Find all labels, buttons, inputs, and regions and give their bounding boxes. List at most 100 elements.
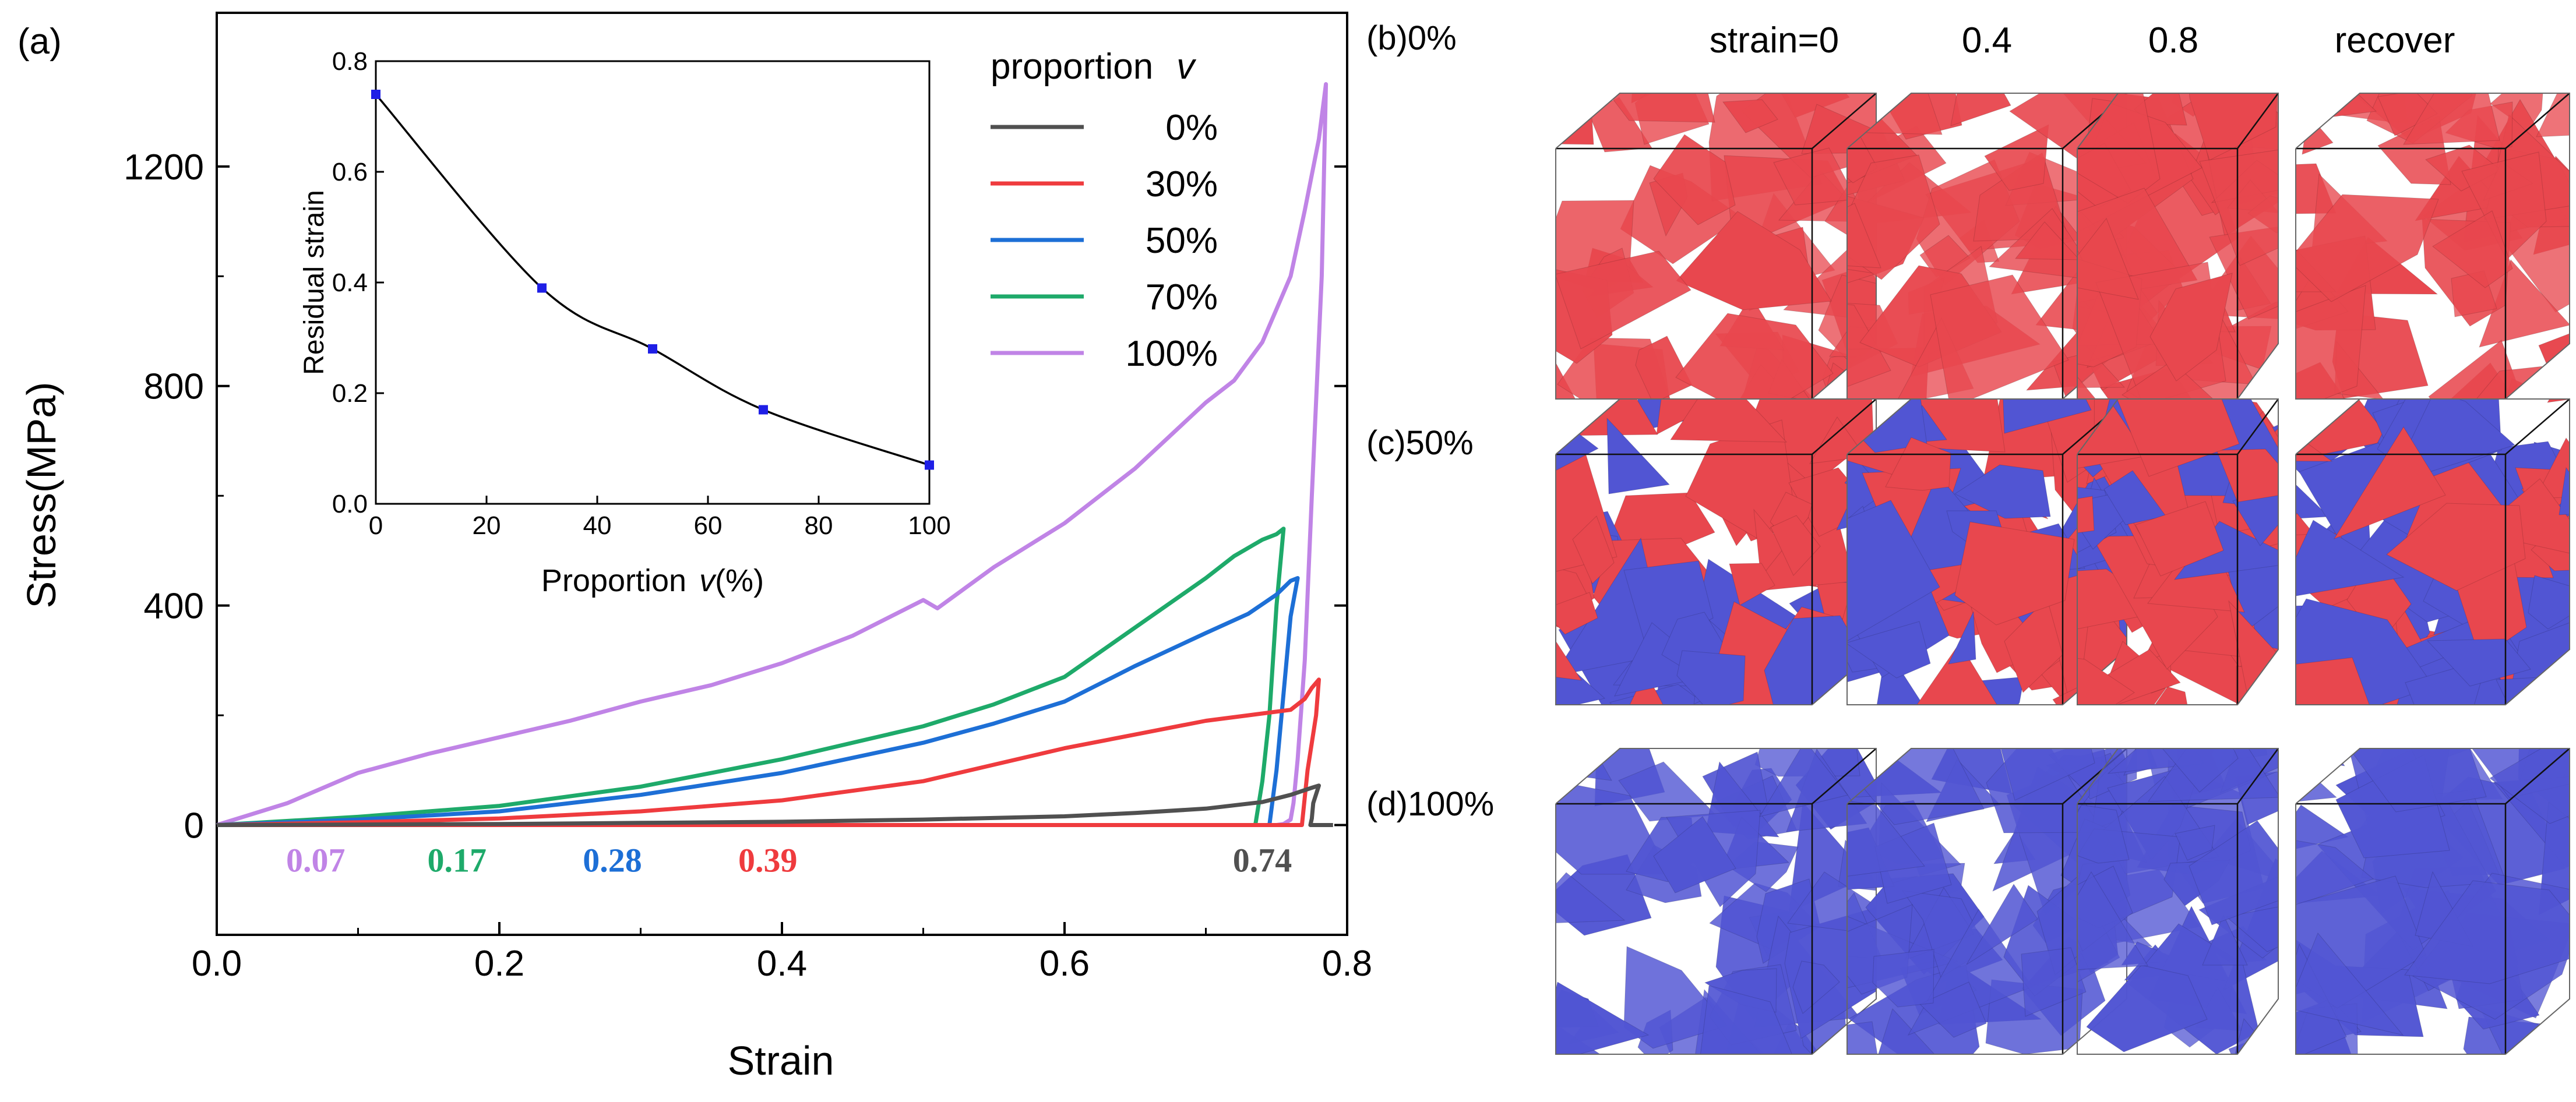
cube-facet xyxy=(1619,670,1672,705)
header-strain-0-4: 0.4 xyxy=(1962,20,2012,61)
cube-facet xyxy=(2538,801,2570,916)
panel-label-a: (a) xyxy=(17,22,62,62)
cube-facet xyxy=(2086,965,2208,1052)
inset-curve xyxy=(375,93,930,467)
cube-facet xyxy=(2077,871,2148,973)
cube-facet xyxy=(1966,884,2038,965)
cube-facet xyxy=(2559,467,2570,515)
inset-y-tick-label: 0.6 xyxy=(332,158,368,186)
cube-facet xyxy=(2403,93,2500,145)
inset-x-axis-label: Proportion v(%) xyxy=(541,563,764,598)
cube-facet xyxy=(1847,299,1891,396)
cube-facet xyxy=(2152,748,2239,793)
cube-facet xyxy=(1847,791,1925,880)
cube-facet xyxy=(1773,147,1857,206)
header-strain-0: strain=0 xyxy=(1710,20,1839,61)
cube-facet xyxy=(2538,324,2570,376)
cube-facet xyxy=(2152,686,2189,705)
cube-facet xyxy=(2103,470,2166,525)
y-tick-label: 1200 xyxy=(124,147,204,188)
cube-facet xyxy=(1556,872,1626,925)
legend-label: 0% xyxy=(1165,108,1218,148)
x-tick-label: 0.4 xyxy=(757,944,807,984)
residual-strain-annotation: 0.74 xyxy=(1233,842,1292,880)
cube-facet xyxy=(2297,748,2346,767)
cube-edge xyxy=(1812,748,1877,804)
cube-facet xyxy=(1573,93,1715,123)
y-tick-labels: 0 400 800 1200 xyxy=(124,147,204,846)
cube-facet xyxy=(2461,151,2547,260)
cube-facet xyxy=(2296,194,2439,302)
cube-edge xyxy=(2505,93,2570,149)
cube-facet xyxy=(2077,218,2139,300)
cube-facet xyxy=(1722,99,1778,133)
cube-facet xyxy=(1670,399,1788,443)
cube-outline xyxy=(2077,748,2279,1055)
y-tick-label: 400 xyxy=(144,587,204,627)
cube-edge xyxy=(2236,748,2279,804)
cube-facet xyxy=(2149,273,2233,382)
inset-chart: 0 20 40 60 80 100 0.0 0.2 0.4 0.6 0.8 Proportion v… xyxy=(299,47,951,598)
cube-outline xyxy=(2295,398,2570,705)
cube-edge xyxy=(1812,93,1877,149)
inset-marker xyxy=(648,344,657,354)
inset-axis-ticks xyxy=(375,60,931,505)
cube-grid xyxy=(1555,93,2570,1055)
cube-facet xyxy=(2377,93,2438,136)
cube-facet xyxy=(1556,621,1583,681)
series-line-50pct xyxy=(216,576,1300,827)
cube-facet xyxy=(1653,816,1736,893)
cube-mix-3 xyxy=(2295,398,2570,705)
cube-facet xyxy=(1792,960,1840,1014)
cube-facet xyxy=(1847,621,1931,679)
cube-facet xyxy=(2296,933,2404,1036)
cube-facet xyxy=(1872,949,1934,1008)
inset-y-tick-label: 0.8 xyxy=(332,47,368,76)
cube-facet xyxy=(1764,615,1872,705)
cube-facet xyxy=(1770,515,1821,576)
cube-mix-2 xyxy=(2077,398,2279,705)
cube-facet xyxy=(1556,981,1650,1054)
cube-facet xyxy=(1560,748,1612,781)
cube-facet xyxy=(1676,211,1832,310)
inset-series xyxy=(371,90,934,470)
cube-edge xyxy=(2505,398,2570,455)
legend-items: 0% 30% 50% 70% 100% xyxy=(991,108,1218,374)
cube-facet xyxy=(2404,880,2570,984)
cube-facet xyxy=(1885,437,1951,491)
cube-facet xyxy=(2296,520,2405,600)
inset-y-tick-label: 0.0 xyxy=(332,490,368,518)
cube-facet xyxy=(2001,399,2092,434)
residual-strain-annotation: 0.07 xyxy=(286,842,346,880)
cube-facet xyxy=(1656,399,1708,435)
cube-facet xyxy=(2547,399,2570,403)
legend-label: 100% xyxy=(1125,334,1218,374)
series-line-30pct xyxy=(216,677,1321,827)
legend-title: proportion v xyxy=(991,47,1196,87)
series-line-100pct xyxy=(216,82,1328,827)
cube-facet xyxy=(2386,503,2526,591)
inset-x-tick-label: 80 xyxy=(805,511,833,540)
cube-facet xyxy=(2536,93,2570,137)
inset-marker xyxy=(537,283,547,293)
cube-outline xyxy=(2295,748,2570,1055)
cube-facet xyxy=(2021,947,2087,1017)
cube-facet xyxy=(2432,210,2513,288)
cube-facet xyxy=(1984,124,2049,191)
cube-facet xyxy=(1991,748,2095,801)
inset-x-tick-labels: 0 20 40 60 80 100 xyxy=(369,511,951,540)
inset-x-tick-label: 0 xyxy=(369,511,383,540)
y-tick-label: 800 xyxy=(144,367,204,407)
cube-facet xyxy=(2296,465,2330,522)
residual-strain-annotation: 0.28 xyxy=(583,842,642,880)
cube-facet xyxy=(1556,250,1692,349)
inset-x-tick-label: 20 xyxy=(473,511,501,540)
cube-facet xyxy=(2489,748,2570,824)
inset-y-tick-label: 0.4 xyxy=(332,269,368,297)
inset-marker xyxy=(371,90,380,99)
cube-edge xyxy=(2236,93,2279,149)
inset-y-tick-label: 0.2 xyxy=(332,379,368,408)
cube-facet xyxy=(2175,825,2215,861)
